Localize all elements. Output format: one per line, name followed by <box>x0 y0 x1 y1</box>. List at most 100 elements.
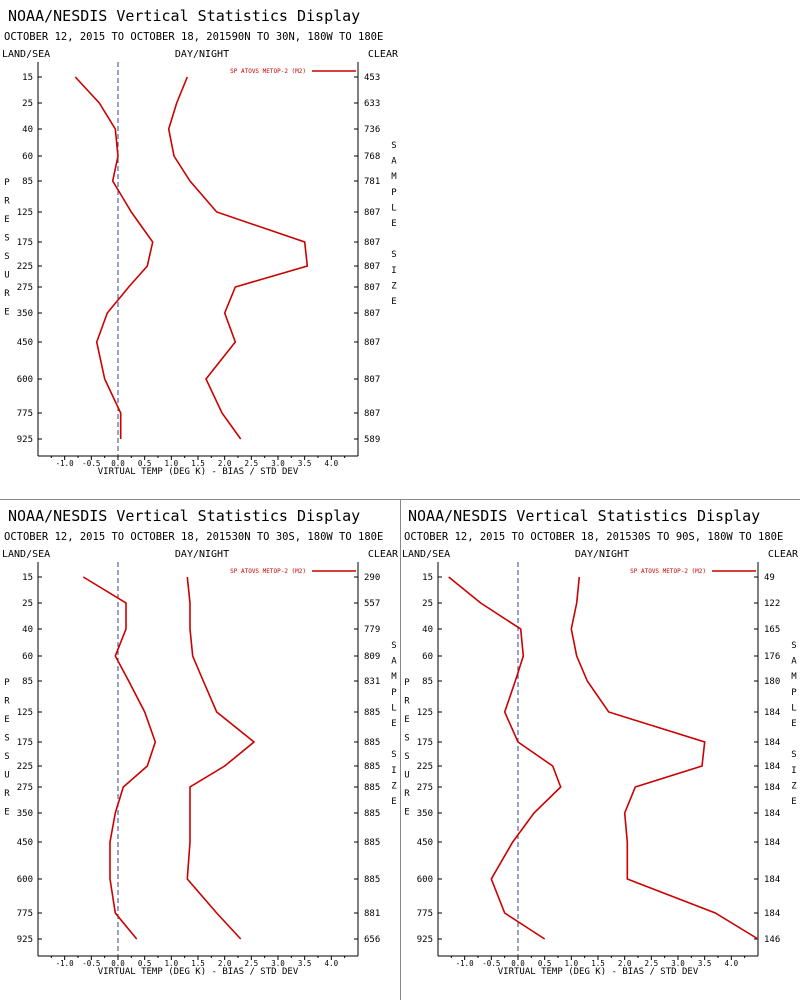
pressure-axis-letter: R <box>4 789 10 799</box>
sample-size-value: 633 <box>364 99 380 109</box>
x-tick-label: 0.0 <box>111 959 125 968</box>
sample-size-axis-letter: P <box>391 688 397 698</box>
x-axis-label: VIRTUAL TEMP (DEG K) - BIAS / STD DEV <box>98 467 299 477</box>
sample-size-value: 807 <box>364 338 380 348</box>
panel-divider-horizontal <box>0 499 800 500</box>
x-tick-label: 4.0 <box>325 459 339 468</box>
x-tick-label: 3.5 <box>298 459 312 468</box>
pressure-tick-label: 600 <box>17 875 33 885</box>
clear-label: CLEAR <box>368 549 399 560</box>
x-tick-label: 2.5 <box>245 459 259 468</box>
sample-size-value: 807 <box>364 238 380 248</box>
pressure-axis-letter: U <box>4 271 9 281</box>
sample-size-value: 184 <box>764 738 780 748</box>
x-tick-label: 2.0 <box>218 959 232 968</box>
pressure-tick-label: 925 <box>417 935 433 945</box>
pressure-tick-label: 125 <box>417 708 433 718</box>
x-tick-label: 2.0 <box>218 459 232 468</box>
pressure-tick-label: 40 <box>22 125 33 135</box>
pressure-tick-label: 925 <box>17 435 33 445</box>
sample-size-axis-letter: Z <box>391 781 397 791</box>
pressure-tick-label: 25 <box>22 99 33 109</box>
day-night-label: DAY/NIGHT <box>575 549 629 560</box>
sample-size-value: 807 <box>364 262 380 272</box>
x-tick-label: 1.5 <box>191 459 205 468</box>
x-tick-label: 0.5 <box>138 959 152 968</box>
pressure-axis-letter: P <box>4 678 10 688</box>
pressure-tick-label: 25 <box>422 599 433 609</box>
clear-label: CLEAR <box>768 549 799 560</box>
pressure-tick-label: 15 <box>22 73 33 83</box>
pressure-axis-letter: S <box>4 234 9 244</box>
pressure-axis-letter: R <box>404 789 410 799</box>
x-tick-label: 3.0 <box>671 959 685 968</box>
pressure-tick-label: 350 <box>17 809 33 819</box>
sample-size-axis-letter: Z <box>391 281 397 291</box>
pressure-tick-label: 15 <box>22 573 33 583</box>
sample-size-value: 184 <box>764 783 780 793</box>
chart-subtitle: OCTOBER 12, 2015 TO OCTOBER 18, 201530N … <box>4 531 383 543</box>
sample-size-value: 809 <box>364 652 380 662</box>
pressure-axis-letter: U <box>4 771 9 781</box>
sample-size-value: 736 <box>364 125 380 135</box>
sample-size-value: 768 <box>364 152 380 162</box>
pressure-tick-label: 60 <box>22 152 33 162</box>
pressure-tick-label: 600 <box>17 375 33 385</box>
x-tick-label: 1.5 <box>191 959 205 968</box>
pressure-tick-label: 450 <box>17 838 33 848</box>
sample-size-value: 49 <box>764 573 775 583</box>
x-tick-label: 2.5 <box>245 959 259 968</box>
chart-subtitle: OCTOBER 12, 2015 TO OCTOBER 18, 201530S … <box>404 531 783 543</box>
pressure-tick-label: 60 <box>22 652 33 662</box>
pressure-axis-letter: S <box>4 252 9 262</box>
x-tick-label: 0.0 <box>111 459 125 468</box>
pressure-tick-label: 600 <box>417 875 433 885</box>
x-tick-label: -0.5 <box>482 959 500 968</box>
pressure-tick-label: 775 <box>417 909 433 919</box>
x-axis-label: VIRTUAL TEMP (DEG K) - BIAS / STD DEV <box>498 967 699 977</box>
sample-size-value: 656 <box>364 935 380 945</box>
sample-size-axis-letter: S <box>391 750 396 760</box>
x-tick-label: -1.0 <box>456 959 475 968</box>
x-axis-label: VIRTUAL TEMP (DEG K) - BIAS / STD DEV <box>98 967 299 977</box>
std-dev-series-line <box>167 76 309 440</box>
pressure-axis-letter: E <box>4 215 9 225</box>
sample-size-axis-letter: I <box>791 766 796 776</box>
x-tick-label: -0.5 <box>82 459 100 468</box>
sample-size-axis-letter: S <box>391 141 396 151</box>
sample-size-axis-letter: E <box>791 719 796 729</box>
pressure-tick-label: 350 <box>417 809 433 819</box>
chart-panel-30s-90s: NOAA/NESDIS Vertical Statistics Display O… <box>400 500 800 1000</box>
sample-size-value: 885 <box>364 708 380 718</box>
chart-svg: NOAA/NESDIS Vertical Statistics Display O… <box>402 507 799 977</box>
sample-size-value: 589 <box>364 435 380 445</box>
chart-title: NOAA/NESDIS Vertical Statistics Display <box>8 507 360 525</box>
pressure-tick-label: 15 <box>422 573 433 583</box>
x-tick-label: 3.5 <box>698 959 712 968</box>
sample-size-axis-letter: E <box>391 219 396 229</box>
legend-label: SP ATOVS METOP-2 (M2) <box>630 568 706 575</box>
sample-size-value: 781 <box>364 177 380 187</box>
pressure-axis-letter: S <box>404 734 409 744</box>
pressure-tick-label: 60 <box>422 652 433 662</box>
sample-size-axis-letter: I <box>391 266 396 276</box>
sample-size-axis-letter: S <box>391 250 396 260</box>
sample-size-axis-letter: A <box>391 157 397 167</box>
sample-size-value: 290 <box>364 573 380 583</box>
sample-size-axis-letter: Z <box>791 781 797 791</box>
pressure-tick-label: 125 <box>17 208 33 218</box>
pressure-tick-label: 450 <box>417 838 433 848</box>
sample-size-axis-letter: P <box>391 188 397 198</box>
pressure-tick-label: 450 <box>17 338 33 348</box>
pressure-axis-letter: U <box>404 771 409 781</box>
sample-size-axis-letter: S <box>391 641 396 651</box>
sample-size-value: 779 <box>364 625 380 635</box>
sample-size-value: 453 <box>364 73 380 83</box>
sample-size-value: 807 <box>364 283 380 293</box>
land-sea-label: LAND/SEA <box>2 549 50 560</box>
x-tick-label: -1.0 <box>56 459 75 468</box>
pressure-axis-letter: E <box>404 715 409 725</box>
pressure-tick-label: 40 <box>422 625 433 635</box>
